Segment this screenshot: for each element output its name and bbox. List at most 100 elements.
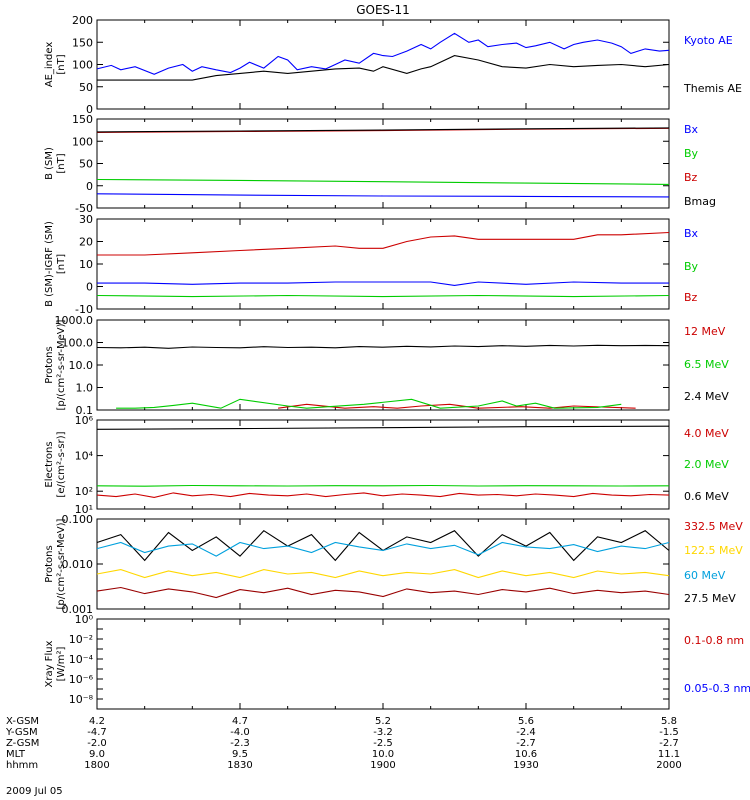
y-tick-label: 10⁻⁸ [69,693,94,706]
y-tick-label: 0 [86,180,93,193]
series-label: By [684,260,699,273]
series-label: Bz [684,171,698,184]
panel-1: 0 50 100 150 200 AE_index [nT] Kyoto AE Themis A… [44,14,742,116]
y-tick-label: 200 [72,14,93,27]
y-tick-label: 0 [86,281,93,294]
footer-value: 10.6 [515,749,537,760]
y-tick-label: 10⁴ [75,450,94,463]
y-axis-label: B (SM)-IGRF (SM) [44,221,55,307]
y-tick-label: 100.0 [62,337,94,350]
y-tick-label: 10⁻⁶ [69,673,94,686]
y-tick-label: 30 [79,213,93,226]
footer-row-label: Z-GSM [6,738,39,749]
y-tick-label: -50 [75,202,93,215]
footer-value: -2.3 [230,738,250,749]
y-axis-label: AE_index [44,42,55,88]
y-tick-label: 1.0 [76,382,94,395]
footer-value: 9.0 [89,749,105,760]
footer-value: -2.0 [87,738,107,749]
y-tick-label: 50 [79,81,93,94]
footer-group: X-GSM 4.2 4.7 5.2 5.6 5.8Y-GSM -4.7 -4.0 -3.2 -2.… [5,716,682,771]
y-tick-label: 100 [72,59,93,72]
series-label: 2.4 MeV [684,390,729,403]
y-tick-label: 10⁰ [75,613,94,626]
y-tick-label: 50 [79,158,93,171]
y-tick-label: 1000.0 [55,314,94,327]
series-label: 0.6 MeV [684,490,729,503]
series-label: 122.5 MeV [684,544,743,557]
footer-value: -2.7 [516,738,536,749]
footer-date: 2009 Jul 05 [6,786,63,797]
series-line-themis-ae [97,55,670,81]
y-axis-label: B (SM) [44,147,55,180]
y-tick-label: 100 [72,135,93,148]
footer-value: 1830 [227,760,252,771]
y-tick-label: 10⁶ [75,414,94,427]
series-line-2-4-mev [96,344,670,349]
y-axis-label: Protons [44,545,55,582]
y-axis-label: [W/m²] [56,646,67,681]
series-label: Themis AE [683,82,742,95]
series-label: Bx [684,227,699,240]
y-axis-label: Protons [44,346,55,383]
series-label: Bx [684,123,699,136]
series-label: 27.5 MeV [684,592,736,605]
y-axis-label: Xray Flux [44,640,55,687]
footer-value: 5.8 [661,716,677,727]
panel-frame [96,218,670,310]
series-label: 6.5 MeV [684,358,729,371]
footer-row-label: Y-GSM [5,727,38,738]
footer-value: -2.4 [516,727,536,738]
series-line-bz [97,231,670,256]
footer-value: -2.5 [373,738,393,749]
y-tick-label: -10 [75,303,93,316]
y-tick-label: 10⁻² [69,633,93,646]
panel-6: 0.001 0.010 0.100 Protons [p/(cm²-s-sr-MeV)]… [44,513,743,616]
footer-row-label: hhmm [6,760,38,771]
y-axis-label: [nT] [56,54,67,74]
series-line-kyoto-ae [96,32,670,75]
y-tick-label: 10.0 [69,359,94,372]
footer-value: -2.7 [659,738,679,749]
y-tick-label: 0 [86,103,93,116]
footer-value: 5.6 [518,716,534,727]
series-line-332-5-mev [96,529,670,562]
series-line-bx [96,193,670,198]
chart-title: GOES-11 [356,3,410,17]
panel-frame [96,518,670,610]
series-label: By [684,147,699,160]
series-label: Kyoto AE [684,34,733,47]
series-line-bmag [96,127,670,133]
y-tick-label: 0.1 [76,404,94,417]
series-line-by [96,294,670,298]
y-tick-label: 10¹ [75,503,93,516]
y-tick-label: 0.100 [62,513,94,526]
footer-value: 11.1 [658,749,680,760]
footer-value: -1.5 [659,727,679,738]
series-line-6-5-mev [116,398,622,409]
y-tick-label: 150 [72,36,93,49]
series-line-0-6-mev [96,425,670,430]
y-tick-label: 20 [79,236,93,249]
y-axis-label: Electrons [44,441,55,487]
footer-value: -4.0 [230,727,250,738]
footer-value: 1800 [84,760,109,771]
series-line-122-5-mev [96,569,670,579]
panel-frame [96,319,670,411]
panel-7: 10⁻⁸ 10⁻⁶ 10⁻⁴ 10⁻² 10⁰ Xray Flux [W/m²] 0.1-0.… [44,613,750,710]
series-label: Bz [684,291,698,304]
series-label: 0.05-0.3 nm [684,682,750,695]
series-line-2-0-mev [96,484,670,487]
footer-value: 10.0 [372,749,394,760]
y-tick-label: 0.001 [62,603,94,616]
y-axis-label: [nT] [56,254,67,274]
y-axis-label: [p/(cm²-s-sr-MeV)] [56,319,67,410]
footer-value: -3.2 [373,727,393,738]
footer-row-label: X-GSM [6,716,39,727]
panel-3: -10 0 10 20 30 B (SM)-IGRF (SM) [nT] Bx By Bz [44,213,699,316]
footer-value: -4.7 [87,727,107,738]
series-line-27-5-mev [96,586,670,599]
series-label: 2.0 MeV [684,458,729,471]
footer-value: 1900 [370,760,395,771]
